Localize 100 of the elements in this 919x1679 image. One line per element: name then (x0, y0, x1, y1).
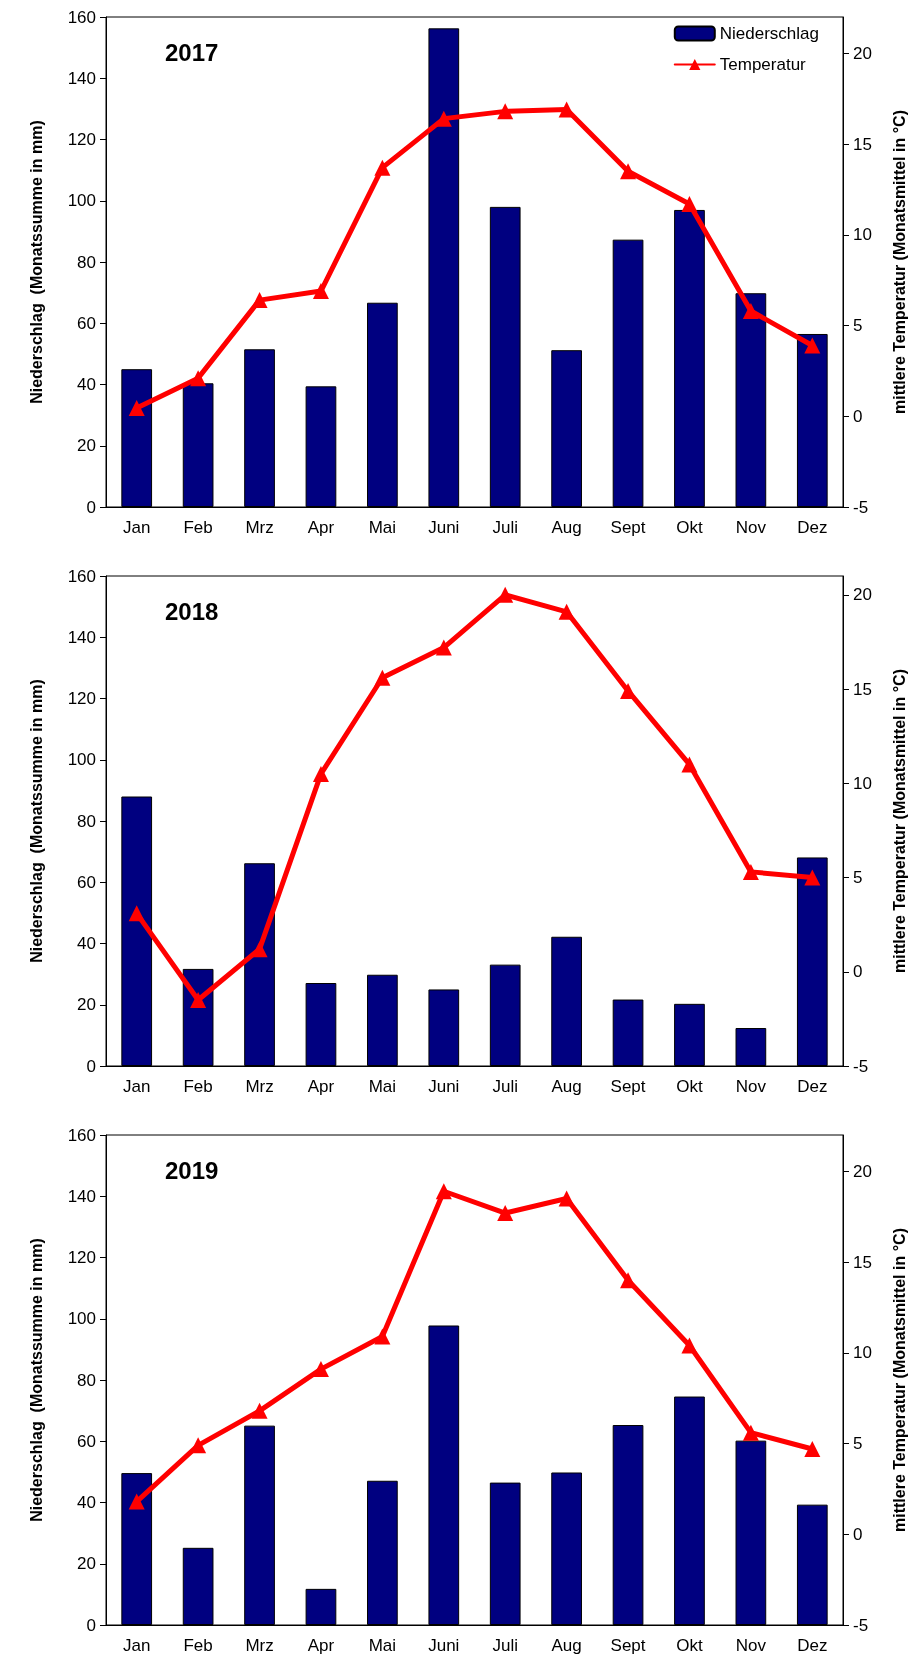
x-tick-label: Mrz (245, 1636, 274, 1655)
y2-tick-label: 0 (853, 1524, 863, 1544)
y-tick-label: 40 (77, 375, 96, 394)
point (558, 1190, 575, 1207)
y-tick-label: 40 (77, 1493, 96, 1512)
y-tick-label: 20 (77, 1554, 96, 1574)
y-tick-label: 160 (67, 1125, 96, 1145)
point (190, 992, 207, 1009)
point (312, 1361, 329, 1378)
x-tick-label: Aug (551, 518, 582, 537)
x-tick-label: Okt (676, 1077, 703, 1096)
point (742, 303, 759, 319)
point (435, 110, 452, 127)
point (374, 669, 391, 686)
point (128, 1493, 145, 1510)
x-tick-label: Mrz (245, 518, 274, 537)
point (435, 639, 452, 656)
point (681, 195, 698, 212)
y-tick-label: 60 (77, 313, 96, 333)
x-tick-label: Okt (676, 518, 703, 537)
point (497, 1205, 514, 1222)
x-tick-label: Jan (123, 1077, 151, 1096)
x-tick-label: Juni (428, 518, 460, 537)
y-tick-label: 0 (86, 497, 96, 517)
point (251, 292, 268, 309)
legend-label: Niederschlag (719, 24, 820, 43)
point (742, 863, 759, 880)
y-tick-label: 80 (77, 811, 96, 831)
y2-tick-label: 10 (853, 1343, 872, 1363)
point (435, 1183, 452, 1200)
y2-axis-title: mittlere Temperatur (Monatsmittel in °C) (890, 669, 908, 973)
point (558, 603, 575, 620)
x-tick-label: Sept (610, 1636, 646, 1655)
point (251, 941, 268, 958)
x-tick-label: Jan (123, 1636, 151, 1655)
y-tick-label: 60 (77, 1431, 96, 1451)
x-tick-label: Mai (368, 1636, 397, 1655)
point (251, 1402, 268, 1419)
y2-axis-title: mittlere Temperatur (Monatsmittel in °C) (890, 110, 908, 414)
x-tick-label: Aug (551, 1636, 582, 1655)
x-tick-label: Apr (307, 518, 335, 537)
x-tick-label: Feb (183, 518, 213, 537)
x-tick-label: Nov (735, 1077, 767, 1096)
y2-tick-label: 0 (853, 962, 863, 982)
text: 2018 (165, 597, 219, 625)
x-tick-label: Dez (797, 518, 828, 537)
x-tick-label: Juli (492, 518, 518, 537)
point (497, 103, 514, 120)
x-tick-label: Dez (797, 1636, 828, 1655)
y-tick-label: 80 (77, 252, 96, 272)
x-tick-label: Mrz (245, 1077, 274, 1096)
x-tick-label: Apr (307, 1077, 335, 1096)
point (742, 1424, 759, 1441)
text: 2017 (165, 38, 219, 66)
y-tick-label: 100 (67, 750, 96, 770)
y-tick-label: 120 (67, 1248, 96, 1267)
x-tick-label: Feb (183, 1077, 213, 1096)
y-tick-label: 20 (77, 995, 96, 1015)
y2-tick-label: 20 (853, 1161, 872, 1181)
point (374, 1328, 391, 1345)
y-tick-label: 120 (67, 130, 96, 149)
point (804, 1440, 821, 1457)
y2-tick-label: 5 (853, 868, 863, 888)
y-tick-label: 140 (67, 1186, 96, 1206)
x-tick-label: Juli (492, 1636, 518, 1655)
y2-tick-label: 20 (853, 43, 872, 63)
point (620, 163, 637, 180)
point (804, 869, 821, 886)
y-tick-label: 100 (67, 1309, 96, 1329)
y-tick-label: 40 (77, 934, 96, 953)
y2-tick-label: 10 (853, 773, 872, 793)
y2-tick-label: 15 (853, 134, 872, 154)
point (312, 283, 329, 300)
y2-tick-label: -5 (853, 497, 869, 517)
point (312, 765, 329, 782)
point (128, 905, 145, 922)
point (190, 370, 207, 387)
y2-tick-label: -5 (853, 1056, 869, 1076)
x-tick-label: Okt (676, 1636, 703, 1655)
y2-axis-title: mittlere Temperatur (Monatsmittel in °C) (890, 1228, 908, 1532)
y-tick-label: 0 (86, 1056, 96, 1076)
y2-tick-label: 0 (853, 406, 863, 426)
x-tick-label: Sept (610, 518, 646, 537)
point (681, 1337, 698, 1354)
y-tick-label: 140 (67, 68, 96, 88)
x-tick-label: Apr (307, 1636, 335, 1655)
x-tick-label: Mai (368, 1077, 397, 1096)
x-tick-label: Nov (735, 518, 767, 537)
point (374, 159, 391, 176)
x-tick-label: Dez (797, 1077, 828, 1096)
y2-tick-label: 5 (853, 1434, 863, 1454)
y-tick-label: 0 (86, 1615, 96, 1635)
x-tick-label: Aug (551, 1077, 582, 1096)
x-tick-label: Sept (610, 1077, 646, 1096)
y-tick-label: 160 (67, 566, 96, 586)
y-tick-label: 60 (77, 872, 96, 892)
y-axis-title: Niederschlag (Monatssumme in mm) (27, 679, 45, 963)
text: 2019 (165, 1156, 219, 1184)
x-tick-label: Feb (183, 1636, 213, 1655)
y2-tick-label: 5 (853, 316, 863, 336)
